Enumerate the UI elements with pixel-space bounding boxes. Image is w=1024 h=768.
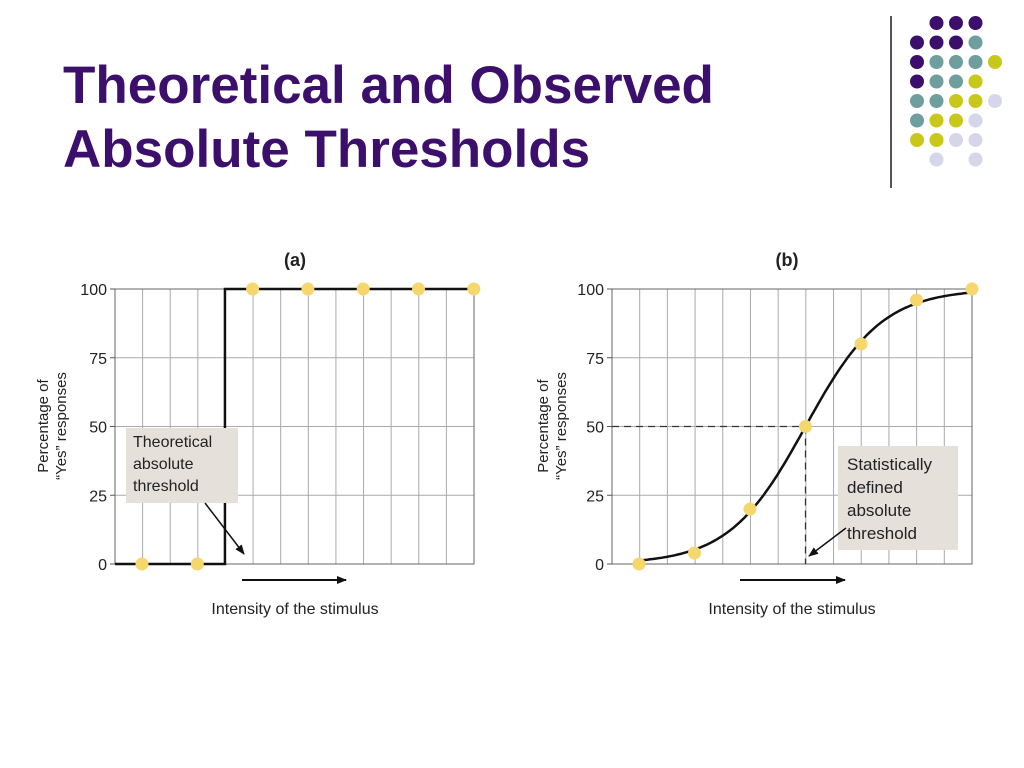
decorative-dot: [910, 113, 924, 128]
decorative-dot: [929, 113, 944, 128]
chart-a-callout-box: [126, 428, 238, 503]
chart-b-xlabel: Intensity of the stimulus: [708, 601, 875, 618]
data-point: [467, 282, 481, 296]
decorative-dot: [910, 133, 924, 147]
decorative-dot: [968, 152, 983, 167]
decorative-dot: [910, 74, 924, 89]
data-point: [356, 282, 370, 296]
y-tick-label: 25: [89, 488, 107, 505]
chart-a-ylabel-line1: Percentage of: [35, 378, 52, 472]
step-function-line: [115, 287, 474, 566]
slide-title: Theoretical and Observed Absolute Thresh…: [63, 54, 843, 182]
y-tick-label: 100: [577, 282, 604, 299]
y-tick-label: 75: [89, 351, 107, 368]
data-point: [632, 557, 646, 571]
data-point: [854, 337, 868, 351]
decorative-dot: [910, 55, 924, 69]
data-point: [135, 557, 149, 571]
decorative-dot: [968, 113, 983, 128]
chart-b-title: (b): [776, 250, 799, 270]
y-tick-label: 0: [595, 557, 604, 574]
chart-b-annotation: Statistically defined absolute threshold: [808, 446, 958, 557]
chart-b-callout-line3: absolute: [847, 501, 911, 520]
chart-b-callout-box: [838, 446, 958, 550]
decorative-dot: [910, 35, 924, 50]
decorative-dot: [949, 55, 963, 69]
decorative-dot: [949, 35, 963, 50]
decorative-dot: [929, 94, 944, 108]
decorative-dot: [968, 35, 983, 50]
chart-b: (b) 0 25 50 75 100 Percentage of “Yes” respo…: [535, 250, 979, 618]
chart-a-title: (a): [284, 250, 306, 270]
decorative-dot: [910, 94, 924, 108]
title-line-1: Theoretical and Observed: [63, 56, 714, 115]
decorative-dot: [929, 55, 944, 69]
title-line-2: Absolute Thresholds: [63, 120, 591, 179]
decorative-dot: [949, 16, 963, 30]
data-point: [190, 557, 204, 571]
decorative-dot: [929, 16, 944, 30]
chart-a-annotation: Theoretical absolute threshold: [126, 428, 245, 555]
y-tick-label: 25: [586, 488, 604, 505]
data-point: [412, 282, 425, 296]
chart-b-points: [632, 282, 979, 571]
chart-b-callout-line2: defined: [847, 478, 903, 497]
chart-b-ylabel-line1: Percentage of: [535, 378, 552, 472]
decorative-dot: [929, 74, 944, 89]
chart-a-callout-line1: Theoretical: [133, 434, 212, 451]
decorative-dot: [968, 16, 983, 30]
data-point: [246, 282, 260, 296]
y-tick-label: 50: [89, 420, 107, 437]
chart-a-points: [135, 282, 481, 571]
decorative-dot: [968, 74, 983, 89]
chart-b-callout-arrow: [808, 527, 847, 557]
chart-b-threshold-guides: [612, 425, 807, 564]
y-tick-label: 75: [586, 351, 604, 368]
chart-a-ylabel-line2: “Yes” responses: [53, 372, 70, 480]
chart-a-callout-line3: threshold: [133, 478, 199, 495]
data-point: [301, 282, 315, 296]
data-point: [799, 420, 812, 433]
decorative-dot: [988, 94, 1002, 108]
decorative-dot-grid: [910, 16, 1002, 167]
chart-a: (a) 0 25 50 75 100 Percentage of “Yes” respo…: [35, 250, 481, 618]
chart-b-callout-line4: threshold: [847, 524, 917, 543]
chart-b-ylabel-line2: “Yes” responses: [553, 372, 570, 480]
decorative-divider: [890, 16, 892, 188]
decorative-dot: [949, 133, 963, 147]
decorative-dot: [968, 55, 983, 69]
data-point: [910, 293, 923, 307]
decorative-dot: [949, 113, 963, 128]
data-point: [743, 502, 757, 516]
chart-a-xlabel: Intensity of the stimulus: [211, 601, 378, 618]
y-tick-label: 0: [98, 557, 107, 574]
chart-b-y-ticks: 0 25 50 75 100: [577, 282, 612, 574]
chart-a-grid: [114, 288, 475, 565]
decorative-dot: [929, 133, 944, 147]
decorative-dot: [968, 94, 983, 108]
chart-b-callout-line1: Statistically: [847, 455, 933, 474]
y-tick-label: 50: [586, 420, 604, 437]
data-point: [965, 282, 979, 296]
y-tick-label: 100: [80, 282, 107, 299]
chart-a-y-ticks: 0 25 50 75 100: [80, 282, 115, 574]
chart-a-callout-line2: absolute: [133, 456, 194, 473]
decorative-dot: [949, 94, 963, 108]
data-point: [688, 546, 701, 560]
decorative-dot: [949, 74, 963, 89]
decorative-dot: [988, 55, 1002, 69]
decorative-dot: [968, 133, 983, 147]
chart-a-callout-arrow: [204, 502, 245, 555]
chart-a-curve: [115, 287, 474, 566]
decorative-dot: [929, 152, 944, 167]
decorative-dot: [929, 35, 944, 50]
